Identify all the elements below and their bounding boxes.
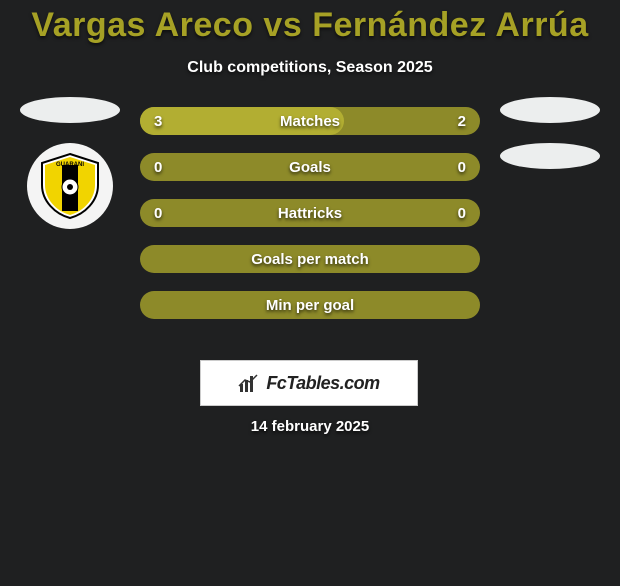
- watermark-text: FcTables.com: [266, 373, 379, 394]
- player-photo-placeholder: [20, 97, 120, 123]
- stat-bar-label: Goals per match: [140, 245, 480, 273]
- stat-bar-list: 32Matches 00Goals 00Hattricks Goals per mat…: [140, 107, 480, 337]
- bar-chart-icon: [238, 372, 260, 394]
- stat-bar-label: Hattricks: [140, 199, 480, 227]
- stat-bar-label: Matches: [140, 107, 480, 135]
- watermark: FcTables.com: [200, 360, 418, 406]
- guarani-shield-icon: GUARANI: [35, 151, 105, 221]
- subtitle: Club competitions, Season 2025: [0, 59, 620, 77]
- right-player-col: [498, 97, 602, 189]
- club-badge-label: GUARANI: [56, 162, 84, 168]
- stat-bar-label: Min per goal: [140, 291, 480, 319]
- stat-bar-row: Goals per match: [140, 245, 480, 273]
- stat-bar-row: Min per goal: [140, 291, 480, 319]
- page-title: Vargas Areco vs Fernández Arrúa: [0, 6, 620, 45]
- stat-bar-row: 00Hattricks: [140, 199, 480, 227]
- player-photo-placeholder: [500, 97, 600, 123]
- stat-bar-row: 32Matches: [140, 107, 480, 135]
- left-player-col: GUARANI: [18, 97, 122, 229]
- stat-bar-label: Goals: [140, 153, 480, 181]
- stat-bar-row: 00Goals: [140, 153, 480, 181]
- club-badge-placeholder: [500, 143, 600, 169]
- date-label: 14 february 2025: [0, 418, 620, 435]
- club-badge-left: GUARANI: [27, 143, 113, 229]
